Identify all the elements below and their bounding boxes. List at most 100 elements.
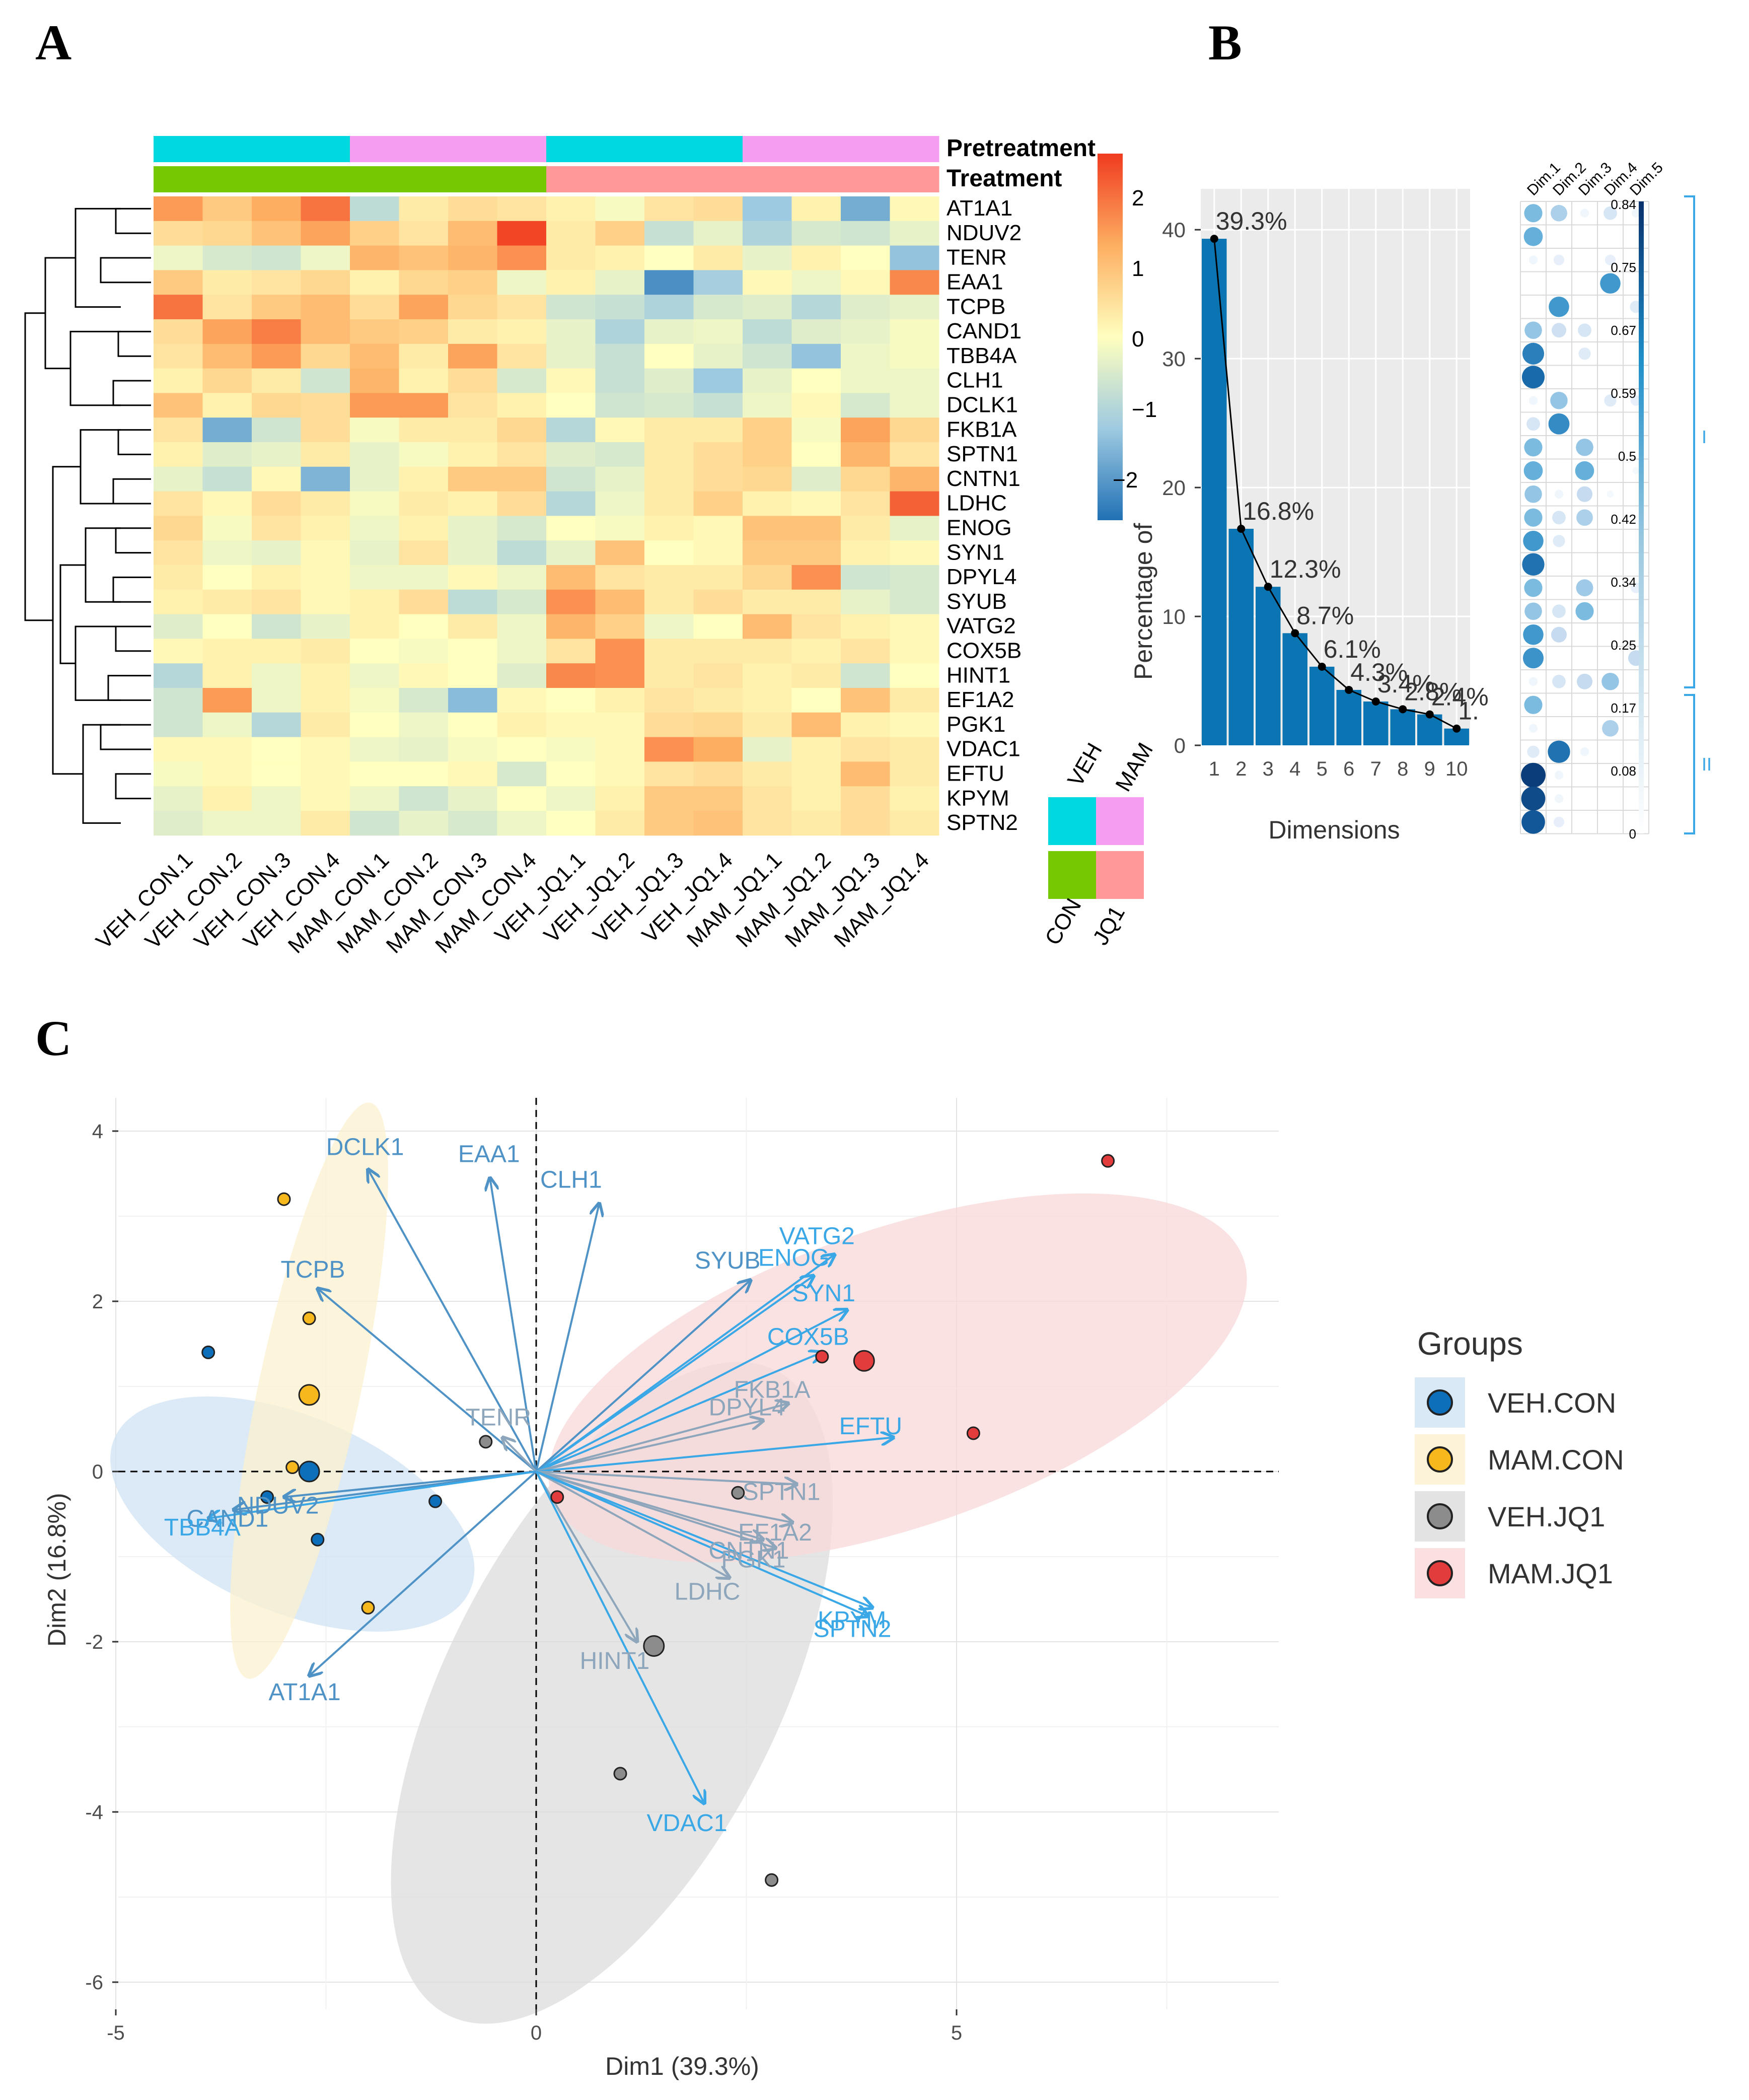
heatmap-cell: [399, 393, 449, 418]
dendrogram-branch: [115, 207, 151, 234]
sample-point: [853, 1350, 875, 1372]
heatmap-cell: [252, 466, 301, 492]
heatmap-cell: [546, 614, 596, 639]
pretreatment-cell: [350, 136, 399, 162]
heatmap-cell: [497, 688, 547, 713]
heatmap-cell: [644, 368, 694, 393]
heatmap-cell: [841, 540, 890, 566]
heatmap-cell: [497, 245, 547, 270]
heatmap-cell: [202, 712, 252, 738]
dotplot-dot: [1551, 204, 1567, 222]
heatmap-cell: [890, 737, 939, 762]
scree-data-label: 6.1%: [1324, 635, 1381, 663]
heatmap-cell: [743, 393, 792, 418]
scree-point: [1345, 685, 1353, 694]
heatmap-cell: [448, 295, 497, 320]
scree-y-tick: 30: [1162, 347, 1186, 371]
dendrogram-branch: [115, 773, 151, 800]
treatment-cell: [399, 166, 449, 192]
heatmap-cell: [644, 786, 694, 811]
heatmap-cell: [448, 393, 497, 418]
dendrogram-branch: [80, 429, 121, 505]
heatmap-cell: [595, 811, 645, 836]
heatmap-cell: [743, 270, 792, 295]
scree-polyline: [1213, 238, 1457, 730]
treatment-cell: [350, 166, 399, 192]
sample-point: [285, 1460, 300, 1475]
heatmap-cell: [252, 295, 301, 320]
sample-point: [550, 1490, 564, 1504]
heatmap-cell: [301, 393, 350, 418]
loading-vector: [502, 1437, 537, 1473]
color-scale: 2 1 0 −1 −2: [1098, 154, 1157, 520]
dotplot-dot: [1527, 745, 1540, 758]
scree-point: [1371, 697, 1380, 706]
heatmap-cell: [644, 639, 694, 664]
row-label: PGK1: [946, 712, 1005, 737]
heatmap-cell: [154, 565, 203, 590]
heatmap-cell: [595, 295, 645, 320]
vector-label: SPTN1: [743, 1479, 821, 1506]
heatmap-cell: [841, 196, 890, 222]
heatmap-cell: [497, 295, 547, 320]
legend-entry-label: MAM.CON: [1488, 1444, 1624, 1476]
bracket-group-ii: II: [1684, 694, 1712, 834]
y-tick-label: 4: [92, 1121, 103, 1143]
row-label: EAA1: [946, 269, 1003, 294]
heatmap-cell: [743, 663, 792, 688]
heatmap-cell: [350, 614, 399, 639]
heatmap-cell: [644, 737, 694, 762]
loading-vector: [536, 1404, 788, 1473]
dotplot-dot: [1632, 467, 1640, 474]
pretreatment-cell: [841, 136, 890, 162]
heatmap-cell: [154, 319, 203, 344]
vector-label: PGK1: [721, 1547, 785, 1573]
heatmap-cell: [841, 761, 890, 787]
row-label: ENOG: [946, 515, 1012, 540]
heatmap-cell: [202, 295, 252, 320]
bracket-i: [1684, 195, 1695, 688]
scree-bar: [1390, 709, 1415, 745]
heatmap-cell: [497, 516, 547, 541]
loading-vector: [536, 1471, 730, 1578]
heatmap-cell: [154, 196, 203, 222]
heatmap-cell: [644, 319, 694, 344]
heatmap-cell: [399, 663, 449, 688]
biplot-vectors: [208, 1169, 894, 1803]
legend-swatch-con: [1048, 851, 1096, 899]
legend-title: Groups: [1417, 1325, 1523, 1362]
heatmap-cell: [595, 442, 645, 467]
heatmap-cell: [890, 417, 939, 443]
scale-tick: 2: [1132, 186, 1144, 211]
dotplot-color-tick: 0.5: [1618, 449, 1636, 464]
heatmap-cell: [595, 688, 645, 713]
heatmap-cell: [448, 221, 497, 246]
heatmap-cell: [644, 614, 694, 639]
heatmap-cell: [497, 786, 547, 811]
heatmap-cell: [743, 417, 792, 443]
treatment-cell: [791, 166, 841, 192]
heatmap-cell: [497, 466, 547, 492]
sample-point: [298, 1384, 320, 1406]
heatmap-cell: [399, 270, 449, 295]
heatmap-cell: [841, 614, 890, 639]
heatmap-cell: [890, 516, 939, 541]
heatmap-cell: [301, 245, 350, 270]
heatmap-cell: [350, 491, 399, 516]
heatmap-cell: [743, 491, 792, 516]
panel-label-a: A: [35, 15, 71, 71]
heatmap-cell: [350, 786, 399, 811]
dotplot-color-bar: [1639, 201, 1644, 833]
heatmap-cell: [350, 516, 399, 541]
vector-label: HINT1: [580, 1648, 650, 1674]
heatmap-cell: [791, 442, 841, 467]
heatmap-cell: [301, 417, 350, 443]
heatmap-cell: [644, 811, 694, 836]
loading-vector: [536, 1437, 894, 1473]
heatmap-cell: [595, 245, 645, 270]
heatmap-panel: AT1A1NDUV2TENREAA1TCPBCAND1TBB4ACLH1DCLK…: [24, 135, 1158, 958]
row-labels: AT1A1NDUV2TENREAA1TCPBCAND1TBB4ACLH1DCLK…: [946, 196, 1022, 835]
scale-tick: 0: [1132, 327, 1144, 352]
